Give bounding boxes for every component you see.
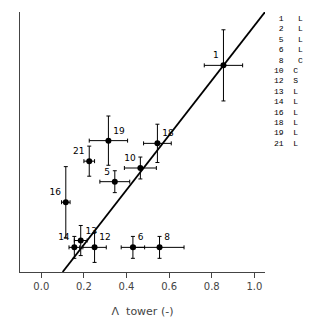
svg-text:0.0: 0.0 bbox=[33, 281, 49, 292]
svg-text:1 L 2 L 5 L 6 L 8 C1: 1 L 2 L 5 L 6 L 8 C10 C12 S13 L14 L16 L1… bbox=[274, 14, 303, 148]
svg-text:0.2: 0.2 bbox=[76, 281, 92, 292]
svg-text:6: 6 bbox=[138, 232, 144, 242]
svg-text:1: 1 bbox=[213, 50, 219, 60]
svg-text:1.0: 1.0 bbox=[246, 281, 262, 292]
svg-text:19: 19 bbox=[113, 126, 125, 136]
svg-text:5: 5 bbox=[104, 167, 110, 177]
svg-text:18: 18 bbox=[162, 128, 174, 138]
svg-text:Λ tower (-): Λ tower (-) bbox=[112, 305, 174, 318]
svg-text:10: 10 bbox=[124, 153, 136, 163]
svg-text:16: 16 bbox=[50, 187, 62, 197]
svg-text:0.6: 0.6 bbox=[161, 281, 177, 292]
svg-text:0.4: 0.4 bbox=[119, 281, 135, 292]
svg-text:21: 21 bbox=[73, 146, 84, 156]
svg-text:14: 14 bbox=[58, 232, 70, 242]
svg-text:12: 12 bbox=[99, 232, 110, 242]
svg-text:8: 8 bbox=[164, 232, 170, 242]
svg-text:0.8: 0.8 bbox=[204, 281, 220, 292]
svg-text:13: 13 bbox=[85, 226, 96, 236]
